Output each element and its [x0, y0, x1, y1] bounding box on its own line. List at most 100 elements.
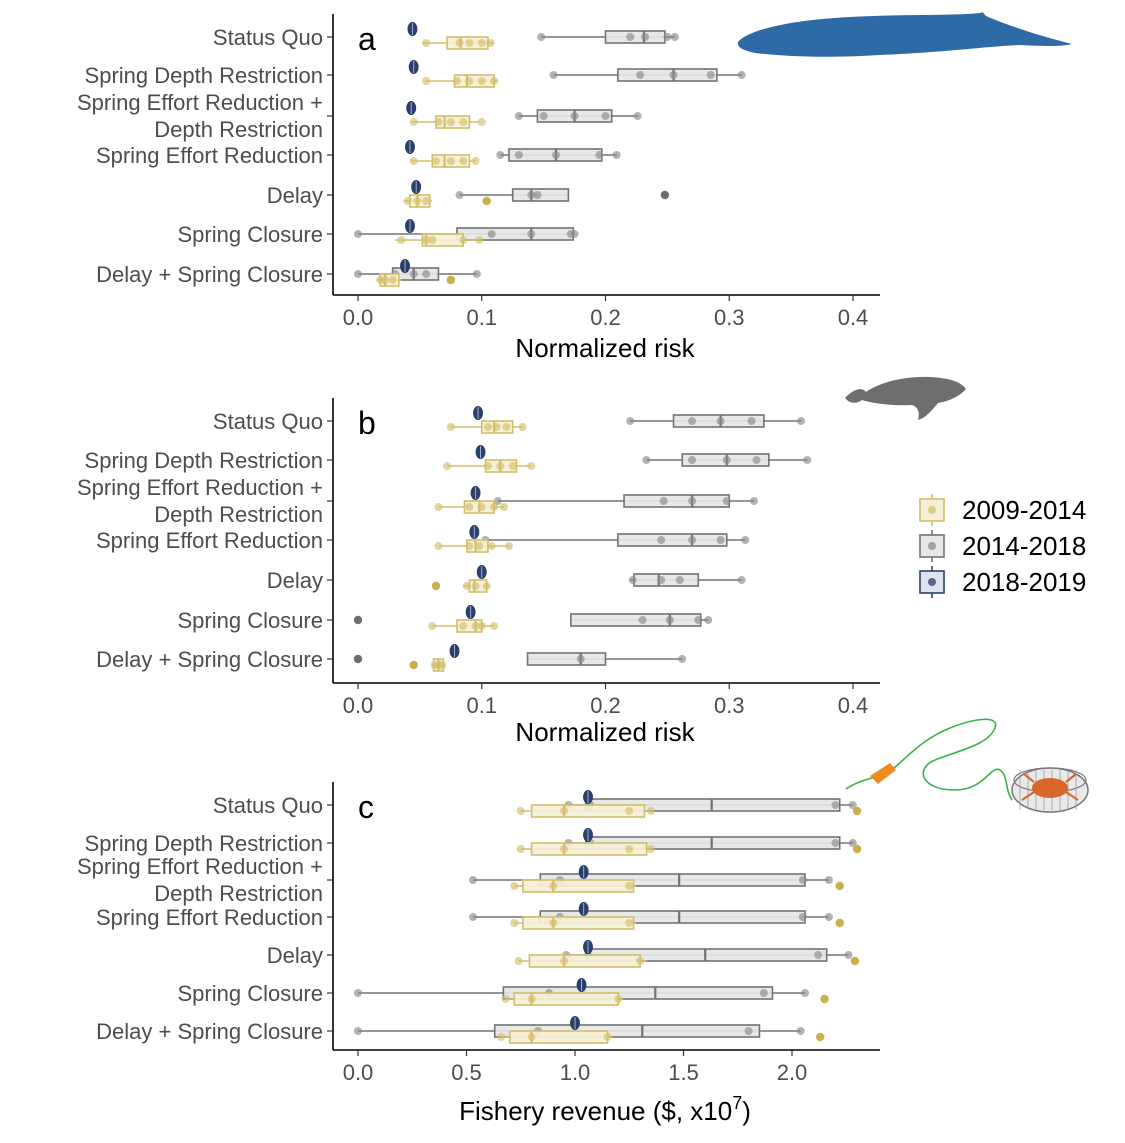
x-tick-label: 2.0 [777, 1060, 808, 1085]
box [604, 30, 666, 44]
data-point [612, 151, 621, 159]
data-point [354, 270, 362, 278]
data-point [438, 661, 447, 669]
category-label: Depth Restriction [154, 881, 323, 906]
box-2-3 [578, 902, 589, 916]
category-label: Status Quo [213, 409, 323, 434]
box-0-2 [409, 115, 486, 129]
outlier-point [446, 275, 456, 285]
outlier-point [431, 581, 441, 591]
data-point [549, 71, 558, 79]
data-point [625, 919, 634, 927]
data-point [576, 655, 585, 663]
data-point [475, 542, 484, 550]
box-2-0 [583, 790, 594, 804]
category-label: Depth Restriction [154, 117, 323, 142]
data-point [716, 417, 725, 425]
data-point [428, 622, 437, 630]
data-point [516, 845, 525, 853]
box-2-6 [570, 1016, 580, 1030]
data-point [516, 807, 525, 815]
data-point [446, 118, 455, 126]
data-point [614, 995, 623, 1003]
data-point [465, 77, 474, 85]
data-point [678, 655, 687, 663]
data-point [465, 39, 474, 47]
box-2-1 [583, 828, 594, 842]
box-1-0 [537, 30, 679, 44]
data-point [665, 616, 674, 624]
box-2-4 [411, 180, 422, 194]
humpback-whale-body [845, 376, 966, 420]
box-0-4 [514, 954, 860, 968]
data-point [716, 536, 725, 544]
data-point [625, 845, 634, 853]
data-point [455, 191, 464, 199]
x-tick-label: 0.5 [451, 1060, 482, 1085]
data-point [354, 1027, 362, 1035]
box-2-4 [476, 565, 487, 579]
box [617, 68, 718, 82]
crab-trap-icon [845, 718, 1089, 813]
legend-label: 2009-2014 [962, 495, 1086, 525]
box-2-4 [583, 940, 594, 954]
data-point [831, 839, 840, 847]
data-point [669, 71, 678, 79]
box [509, 1030, 609, 1044]
outlier-point [409, 660, 418, 670]
data-point [409, 118, 418, 126]
panel-letter: b [358, 405, 376, 441]
x-tick-label: 1.5 [668, 1060, 699, 1085]
data-point [486, 39, 495, 47]
box-0-4 [431, 579, 491, 593]
box-0-3 [409, 154, 480, 168]
data-point [814, 951, 823, 959]
data-point [501, 995, 510, 1003]
data-point [462, 582, 471, 590]
data-point [496, 462, 505, 470]
data-point [657, 536, 666, 544]
x-axis-title-end: ) [742, 1096, 751, 1126]
category-label: Spring Effort Reduction [96, 905, 323, 930]
data-point [490, 622, 499, 630]
x-tick-label: 0.1 [466, 693, 497, 718]
legend-label: 2014-2018 [962, 531, 1086, 561]
box [528, 954, 641, 968]
box-0-1 [422, 74, 499, 88]
data-point [453, 77, 461, 85]
data-point [663, 33, 672, 41]
box-2-5 [576, 978, 587, 992]
data-point [570, 230, 579, 238]
data-point [459, 622, 468, 630]
data-point [638, 616, 647, 624]
box-2-5 [404, 219, 415, 233]
data-point [469, 913, 478, 921]
data-point [422, 39, 431, 47]
crab-body [1032, 778, 1068, 798]
data-point [455, 39, 464, 47]
data-point [409, 270, 418, 278]
category-label: Delay [267, 943, 323, 968]
box-1-1 [642, 453, 812, 467]
data-point [797, 417, 806, 425]
category-label: Spring Closure [177, 222, 323, 247]
outlier-point [835, 881, 844, 891]
category-label: Spring Effort Reduction [96, 143, 323, 168]
legend-label: 2018-2019 [962, 567, 1086, 597]
data-point [803, 456, 812, 464]
data-point [471, 157, 480, 165]
box-2-6 [400, 259, 411, 273]
data-point [688, 497, 697, 505]
x-axis-title: Normalized risk [515, 333, 695, 363]
data-point [527, 462, 536, 470]
data-point [824, 876, 833, 884]
panel-c: 0.0 0.5 1.0 1.5 2.0 Fishery revenue ($, x107)… [77, 782, 880, 1126]
data-point [492, 423, 501, 431]
data-point [688, 417, 697, 425]
data-point [465, 503, 474, 511]
data-point [514, 957, 523, 965]
data-point [752, 456, 761, 464]
data-point [431, 157, 440, 165]
data-point [706, 71, 715, 79]
data-point [477, 39, 486, 47]
